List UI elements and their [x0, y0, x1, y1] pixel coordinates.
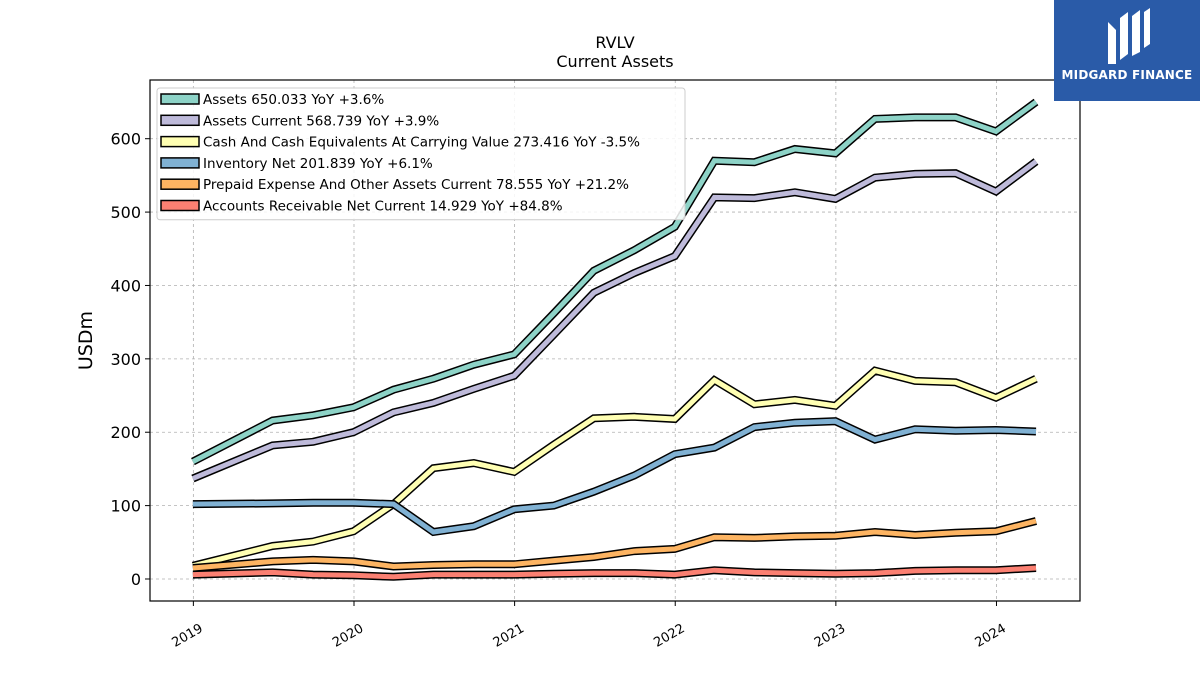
y-axis-label: USDm — [75, 311, 97, 370]
legend-swatch — [160, 157, 200, 169]
x-tick-label: 2022 — [651, 621, 687, 651]
series-layer — [191, 98, 1039, 581]
series-line-stroke — [192, 518, 1037, 571]
chart-title: RVLV — [595, 33, 634, 52]
y-tick-label: 300 — [110, 350, 141, 369]
series-line — [192, 517, 1037, 572]
y-tick-label: 500 — [110, 203, 141, 222]
plot-frame — [149, 79, 1081, 602]
y-tick-label: 0 — [131, 570, 141, 589]
series-line — [192, 417, 1037, 537]
x-tick-label: 2020 — [330, 621, 366, 651]
x-tick-label: 2023 — [812, 621, 848, 651]
brand-logo: MIDGARD FINANCE — [1054, 0, 1200, 101]
legend-swatch — [160, 93, 200, 105]
x-tick-label: 2019 — [170, 621, 206, 651]
x-tick-label: 2021 — [491, 621, 527, 651]
legend-swatch — [160, 199, 200, 212]
y-tick-label: 400 — [110, 276, 141, 295]
legend-label: Assets Current 568.739 YoY +3.9% — [203, 113, 439, 129]
legend-swatch — [160, 114, 200, 127]
series-line — [192, 564, 1037, 581]
y-tick-label: 200 — [110, 423, 141, 442]
series-line-stroke — [192, 565, 1037, 580]
legend-label: Accounts Receivable Net Current 14.929 Y… — [203, 199, 563, 215]
legend: Assets 650.033 YoY +3.6% Assets Current 5… — [156, 87, 686, 221]
series-line — [191, 366, 1038, 570]
legend-swatch — [160, 178, 200, 190]
series-line-stroke — [191, 159, 1038, 481]
legend-label: Inventory Net 201.839 YoY +6.1% — [203, 156, 433, 172]
series-line-stroke — [191, 99, 1038, 464]
y-tick-label: 100 — [110, 497, 141, 516]
series-line — [191, 98, 1039, 466]
legend-box — [156, 87, 686, 221]
legend-label: Prepaid Expense And Other Assets Current… — [203, 177, 629, 193]
y-tick-label: 600 — [110, 130, 141, 149]
chart-subtitle: Current Assets — [556, 52, 673, 71]
series-line — [191, 158, 1039, 483]
legend-label: Assets 650.033 YoY +3.6% — [203, 92, 384, 108]
x-tick-label: 2024 — [973, 621, 1009, 651]
legend-label: Cash And Cash Equivalents At Carrying Va… — [203, 135, 640, 151]
logo-icon — [1108, 8, 1150, 64]
legend-swatch — [160, 135, 200, 148]
logo-text: MIDGARD FINANCE — [1061, 68, 1193, 82]
series-line-stroke — [192, 418, 1037, 535]
series-line-stroke — [192, 367, 1038, 569]
